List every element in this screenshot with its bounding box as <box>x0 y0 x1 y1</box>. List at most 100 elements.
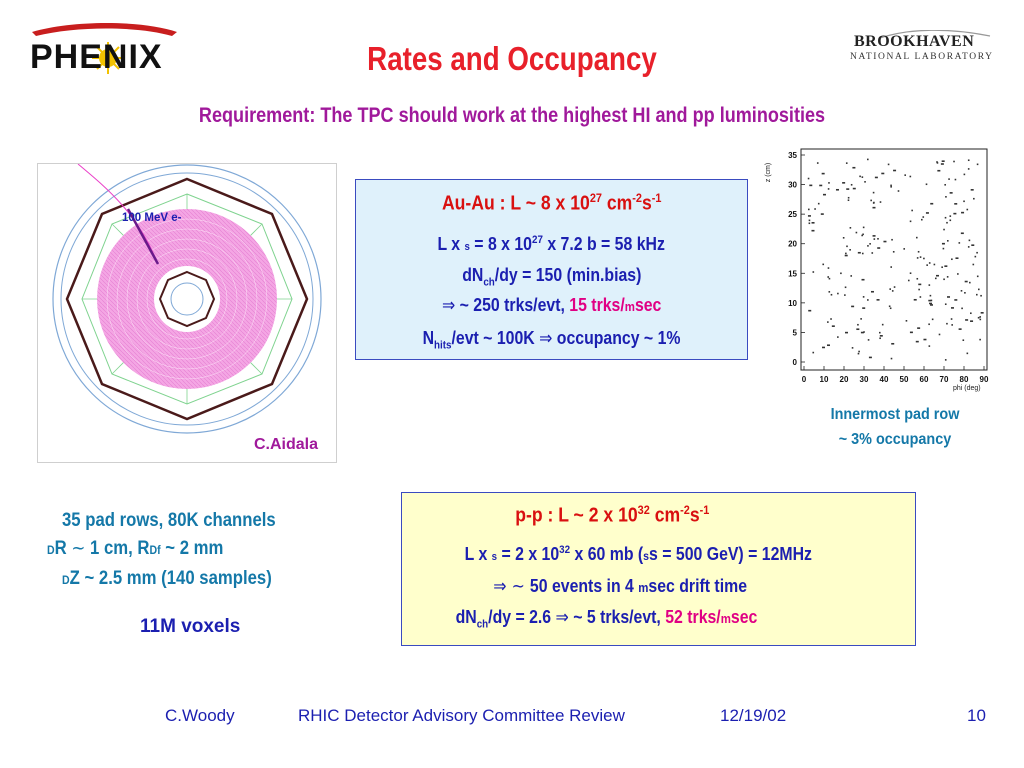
hit-point <box>963 173 966 176</box>
hit-point <box>828 291 831 293</box>
hit-point <box>929 302 933 305</box>
plot-frame <box>800 148 988 371</box>
hit-point <box>951 258 953 261</box>
auau-tracks-line: ⇒ ~ 250 trks/evt, 15 trks/msec <box>441 295 662 316</box>
hit-point <box>890 357 893 360</box>
hit-point <box>809 184 813 187</box>
hit-point <box>842 182 846 184</box>
hit-point <box>954 299 958 301</box>
implies-arrow-icon: ⇒ <box>493 576 507 597</box>
hit-point <box>949 219 952 222</box>
brookhaven-logo-subtitle: NATIONAL LABORATORY <box>850 52 994 62</box>
hit-point <box>892 250 895 253</box>
hit-point <box>979 318 982 321</box>
hit-point <box>888 305 891 308</box>
hit-point <box>864 181 866 183</box>
hit-point <box>909 272 912 275</box>
hit-point <box>965 319 969 321</box>
hit-point <box>817 202 820 205</box>
hit-point <box>922 216 925 218</box>
requirement-text: Requirement: The TPC should work at the … <box>198 104 826 127</box>
hit-point <box>859 175 861 178</box>
hit-point <box>891 238 893 241</box>
hit-point <box>931 318 934 321</box>
hit-point <box>943 278 945 281</box>
x-tick-label: 30 <box>860 375 869 384</box>
hit-point <box>828 277 831 280</box>
hit-point <box>966 352 969 355</box>
hit-point <box>850 183 853 186</box>
hit-point <box>904 174 906 176</box>
hit-point <box>911 209 913 212</box>
hit-point <box>928 323 930 326</box>
hit-point <box>967 168 970 170</box>
hit-point <box>967 246 970 248</box>
hit-point <box>850 275 853 277</box>
hit-point <box>842 237 845 239</box>
hit-point <box>980 294 982 297</box>
hit-point <box>860 331 864 334</box>
auau-heading: Au-Au : L ~ 8 x 1027 cm-2s-1 <box>441 191 662 215</box>
hit-point <box>877 238 879 240</box>
hit-point <box>964 292 966 294</box>
hit-point <box>954 203 958 205</box>
hit-point <box>862 233 864 236</box>
auau-occupancy-line: Nhits/evt ~ 100K ⇒ occupancy ~ 1% <box>422 328 681 352</box>
slide-title: Rates and Occupancy <box>367 40 657 77</box>
hit-point <box>918 283 922 286</box>
hit-point <box>944 216 947 219</box>
hit-point <box>869 243 871 245</box>
auau-multiplicity-line: dNch/dy = 150 (min.bias) <box>461 265 642 289</box>
spec-resolution-r: DR ~ 1 cm, RDf ~ 2 mm <box>47 537 224 559</box>
x-tick-label: 80 <box>960 375 969 384</box>
x-tick-label: 50 <box>900 375 909 384</box>
hit-point <box>857 352 860 355</box>
hit-point <box>955 257 959 259</box>
hit-point <box>846 245 848 248</box>
hit-point <box>830 318 832 320</box>
hit-point <box>827 188 830 190</box>
brookhaven-logo-title: BROOKHAVEN <box>854 33 975 50</box>
hit-point <box>857 323 859 326</box>
hit-point <box>845 162 848 164</box>
hit-point <box>972 263 975 266</box>
hit-point <box>928 345 931 347</box>
hit-point <box>881 172 885 175</box>
footer-author: C.Woody <box>165 706 235 725</box>
hit-point <box>807 208 810 211</box>
tpc-cross-section-figure: 100 MeV e- C.Aidala <box>37 163 337 463</box>
hit-point <box>826 344 830 347</box>
phenix-logo-text: PHENIX <box>30 38 163 76</box>
hit-point <box>916 257 919 259</box>
scatter-caption-line1: Innermost pad row <box>830 406 960 423</box>
hit-point <box>822 263 825 266</box>
hit-point <box>860 318 862 320</box>
hit-point <box>845 252 847 255</box>
hit-point <box>961 307 963 310</box>
hit-point <box>879 335 883 337</box>
hit-point <box>867 339 870 341</box>
hit-point <box>920 218 923 221</box>
hit-point <box>944 183 946 186</box>
hit-point <box>915 236 918 239</box>
electron-track-label: 100 MeV e- <box>122 212 182 224</box>
hit-point <box>891 342 895 345</box>
hit-point <box>950 318 953 320</box>
y-tick-label: 0 <box>793 358 798 367</box>
hit-point <box>966 208 969 211</box>
hit-point <box>971 244 975 246</box>
footer-event: RHIC Detector Advisory Committee Review <box>298 706 625 725</box>
hit-point <box>861 234 863 237</box>
hit-point <box>887 163 890 166</box>
hit-point <box>870 199 872 202</box>
x-tick-label: 60 <box>920 375 929 384</box>
x-tick-label: 40 <box>880 375 889 384</box>
hit-point <box>928 284 931 286</box>
hit-point <box>936 162 939 164</box>
hit-point <box>890 266 893 268</box>
hit-point <box>916 277 919 280</box>
hit-point <box>844 294 846 296</box>
hit-point <box>909 220 912 223</box>
hit-point <box>846 188 850 190</box>
hit-point <box>828 182 830 184</box>
